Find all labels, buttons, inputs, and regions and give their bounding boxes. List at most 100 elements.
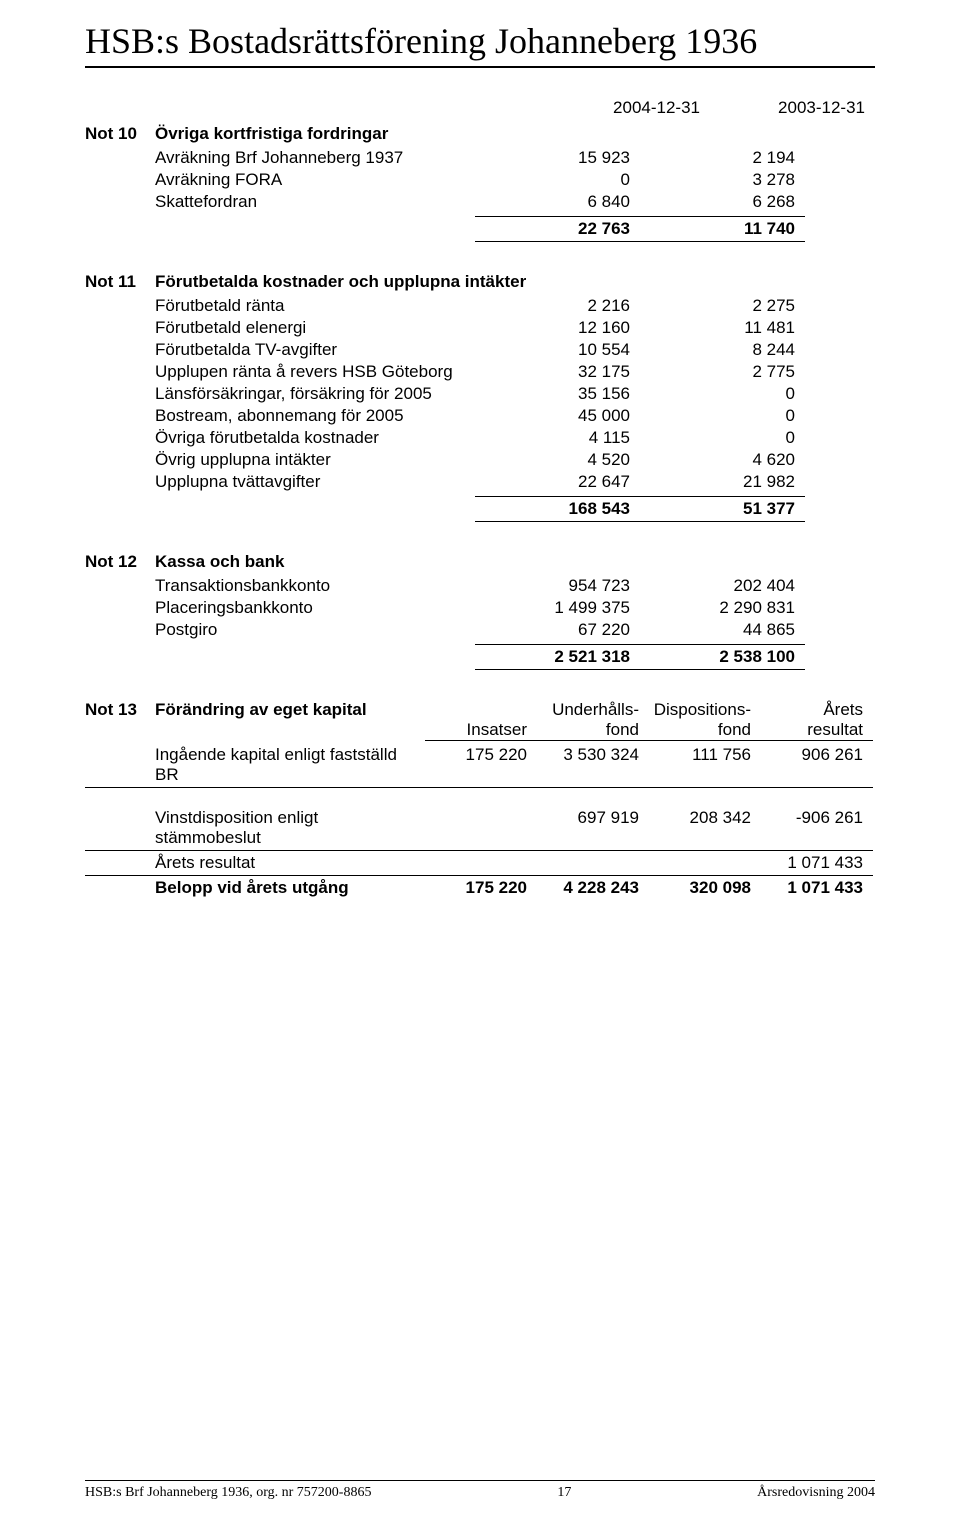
row-val-2: 0: [640, 406, 805, 426]
page: HSB:s Bostadsrättsförening Johanneberg 1…: [0, 0, 960, 1531]
table-row: Avräkning FORA 0 3 278: [85, 170, 875, 190]
note-id: Not 10: [85, 124, 155, 144]
row-val-2: 0: [640, 428, 805, 448]
table-row: Placeringsbankkonto1 499 3752 290 831: [85, 598, 875, 618]
row-val: 697 919: [537, 808, 649, 848]
total-val-2: 2 538 100: [640, 644, 805, 670]
note-id: Not 11: [85, 272, 155, 292]
note-title: Övriga kortfristiga fordringar: [155, 124, 388, 144]
row-val-2: 6 268: [640, 192, 805, 212]
row-val-1: 12 160: [475, 318, 640, 338]
row-val-1: 32 175: [475, 362, 640, 382]
table-row: Övrig upplupna intäkter4 5204 620: [85, 450, 875, 470]
eq-header: resultat: [761, 720, 873, 741]
row-val: 3 530 324: [537, 745, 649, 785]
table-row: Avräkning Brf Johanneberg 1937 15 923 2 …: [85, 148, 875, 168]
doc-title: HSB:s Bostadsrättsförening Johanneberg 1…: [85, 20, 875, 68]
row-val-2: 4 620: [640, 450, 805, 470]
note-10: Not 10 Övriga kortfristiga fordringar Av…: [85, 124, 875, 242]
row-val-1: 0: [475, 170, 640, 190]
row-label: Förutbetalda TV-avgifter: [85, 340, 475, 360]
row-val-2: 44 865: [640, 620, 805, 640]
note-id: Not 12: [85, 552, 155, 572]
row-label: Belopp vid årets utgång: [85, 875, 425, 898]
eq-header: Underhålls-: [537, 700, 649, 720]
row-label: Övriga förutbetalda kostnader: [85, 428, 475, 448]
row-val-2: 21 982: [640, 472, 805, 492]
row-label: Transaktionsbankkonto: [85, 576, 475, 596]
row-val: [537, 853, 649, 873]
table-row: Vinstdisposition enligt stämmobeslut 697…: [85, 808, 875, 848]
row-val-1: 2 216: [475, 296, 640, 316]
table-row: Länsförsäkringar, försäkring för 200535 …: [85, 384, 875, 404]
note-11: Not 11 Förutbetalda kostnader och upplup…: [85, 272, 875, 522]
footer-page-number: 17: [534, 1485, 594, 1501]
row-label: Skattefordran: [85, 192, 475, 212]
row-val: 320 098: [649, 875, 761, 898]
note-13: Not 13 Förändring av eget kapital Underh…: [85, 700, 875, 898]
row-val: 111 756: [649, 745, 761, 785]
footer-left: HSB:s Brf Johanneberg 1936, org. nr 7572…: [85, 1485, 371, 1501]
note-12: Not 12 Kassa och bank Transaktionsbankko…: [85, 552, 875, 670]
table-row: Belopp vid årets utgång 175 220 4 228 24…: [85, 875, 875, 898]
footer-right: Årsredovisning 2004: [757, 1485, 875, 1501]
row-val-2: 2 290 831: [640, 598, 805, 618]
total-row: 22 763 11 740: [85, 216, 875, 242]
total-val-2: 11 740: [640, 216, 805, 242]
table-row: Skattefordran 6 840 6 268: [85, 192, 875, 212]
note-title: Kassa och bank: [155, 552, 284, 572]
total-val-1: 2 521 318: [475, 644, 640, 670]
row-val-1: 954 723: [475, 576, 640, 596]
col-header-1: 2004-12-31: [545, 98, 710, 118]
row-label: Förutbetald elenergi: [85, 318, 475, 338]
col-header-2: 2003-12-31: [710, 98, 875, 118]
total-val-2: 51 377: [640, 496, 805, 522]
note-title: Förutbetalda kostnader och upplupna intä…: [155, 272, 526, 292]
row-label: Avräkning FORA: [85, 170, 475, 190]
row-val: 175 220: [425, 745, 537, 785]
row-label: Årets resultat: [85, 853, 425, 873]
table-row: Postgiro67 22044 865: [85, 620, 875, 640]
table-row: Transaktionsbankkonto954 723202 404: [85, 576, 875, 596]
row-label: Placeringsbankkonto: [85, 598, 475, 618]
table-row: Ingående kapital enligt fastställd BR 17…: [85, 745, 875, 785]
row-label: Upplupna tvättavgifter: [85, 472, 475, 492]
table-row: Förutbetald ränta2 2162 275: [85, 296, 875, 316]
row-val: 4 228 243: [537, 875, 649, 898]
table-row: Årets resultat 1 071 433: [85, 853, 875, 873]
row-val-1: 67 220: [475, 620, 640, 640]
total-row: 168 543 51 377: [85, 496, 875, 522]
page-footer: HSB:s Brf Johanneberg 1936, org. nr 7572…: [85, 1480, 875, 1501]
row-val-1: 4 520: [475, 450, 640, 470]
row-val-1: 4 115: [475, 428, 640, 448]
row-val-2: 3 278: [640, 170, 805, 190]
eq-header: Insatser: [425, 720, 537, 741]
row-val-2: 2 275: [640, 296, 805, 316]
row-label: Förutbetald ränta: [85, 296, 475, 316]
row-label: Vinstdisposition enligt stämmobeslut: [85, 808, 425, 848]
row-val: [425, 853, 537, 873]
row-label: Övrig upplupna intäkter: [85, 450, 475, 470]
total-row: 2 521 318 2 538 100: [85, 644, 875, 670]
table-row: Övriga förutbetalda kostnader4 1150: [85, 428, 875, 448]
row-label: Avräkning Brf Johanneberg 1937: [85, 148, 475, 168]
row-val-2: 8 244: [640, 340, 805, 360]
row-val-1: 10 554: [475, 340, 640, 360]
row-val-1: 15 923: [475, 148, 640, 168]
row-val-1: 45 000: [475, 406, 640, 426]
table-row: Förutbetald elenergi12 16011 481: [85, 318, 875, 338]
row-val: 1 071 433: [761, 853, 873, 873]
row-val-2: 11 481: [640, 318, 805, 338]
row-val: [649, 853, 761, 873]
total-val-1: 22 763: [475, 216, 640, 242]
table-row: Bostream, abonnemang för 200545 0000: [85, 406, 875, 426]
note-id: Not 13: [85, 700, 155, 720]
eq-header: Årets: [761, 700, 873, 720]
row-val-1: 22 647: [475, 472, 640, 492]
table-row: Upplupen ränta å revers HSB Göteborg32 1…: [85, 362, 875, 382]
row-val: 1 071 433: [761, 875, 873, 898]
row-val-1: 35 156: [475, 384, 640, 404]
eq-header: fond: [537, 720, 649, 741]
row-label: Ingående kapital enligt fastställd BR: [85, 745, 425, 785]
row-val: [425, 808, 537, 848]
